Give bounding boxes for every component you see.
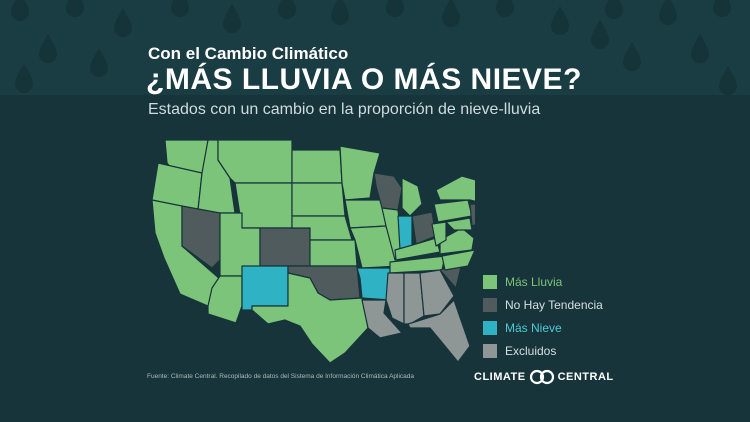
legend-item-excluidos: Excluidos (483, 339, 603, 362)
state-IN (397, 215, 413, 251)
state-KS (309, 239, 358, 267)
legend-label: Más Nieve (505, 320, 562, 335)
legend-swatch (483, 320, 497, 335)
state-NC (441, 249, 475, 271)
legend-label: Excluidos (505, 343, 557, 358)
state-NM (241, 265, 289, 311)
legend-swatch (483, 274, 497, 289)
state-MN (339, 145, 381, 201)
legend-label: No Hay Tendencia (505, 297, 603, 312)
state-NV (181, 205, 221, 269)
legend-swatch (483, 343, 497, 358)
state-MO (349, 225, 401, 269)
legend-swatch (483, 297, 497, 312)
page-subtitle: Estados con un cambio en la proporción d… (148, 101, 541, 118)
state-SD (291, 182, 346, 217)
state-FL (407, 299, 471, 363)
map-legend: Más Lluvia No Hay Tendencia Más Nieve Ex… (483, 270, 603, 362)
legend-item-mas-lluvia: Más Lluvia (483, 270, 603, 293)
state-WY (234, 182, 293, 229)
state-AR (356, 267, 391, 301)
us-map (151, 139, 475, 364)
logo-text-left: CLIMATE (474, 371, 526, 383)
legend-label: Más Lluvia (505, 274, 563, 289)
state-TX (251, 272, 369, 364)
state-IA (344, 199, 387, 229)
raindrop-banner (0, 0, 750, 95)
state-NY (435, 175, 475, 202)
logo-rings-icon (529, 369, 554, 385)
state-AL (403, 272, 425, 325)
state-MS (385, 272, 405, 325)
climate-central-logo: CLIMATE CENTRAL (474, 369, 614, 385)
legend-item-no-hay-tendencia: No Hay Tendencia (483, 293, 603, 316)
legend-item-mas-nieve: Más Nieve (483, 316, 603, 339)
logo-text-right: CENTRAL (557, 371, 614, 383)
kicker-text: Con el Cambio Climático (148, 44, 349, 63)
state-NJ (469, 203, 475, 227)
state-MI (401, 177, 423, 217)
page-title: ¿MÁS LLUVIA O MÁS NIEVE? (146, 63, 582, 96)
state-MT (217, 139, 293, 184)
state-GA (419, 269, 455, 317)
state-CO (259, 227, 311, 267)
state-WV (431, 221, 447, 247)
state-MD (445, 217, 473, 231)
state-ND (291, 149, 343, 184)
source-note: Fuente: Climate Central. Recopilado de d… (147, 373, 414, 380)
